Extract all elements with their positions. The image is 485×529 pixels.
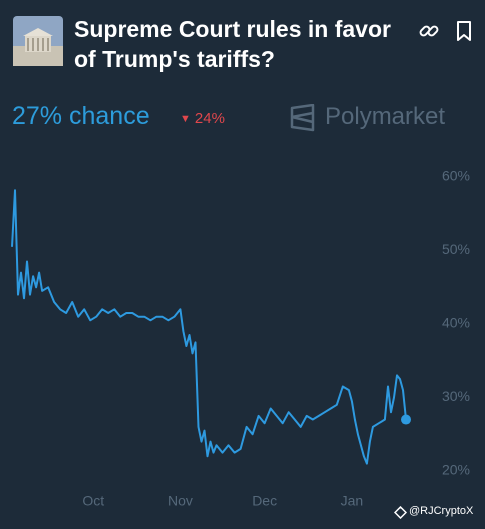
end-dot — [401, 414, 411, 425]
brand: Polymarket — [325, 103, 446, 130]
y-tick-label: 40% — [442, 315, 470, 331]
x-tick-label: Dec — [252, 493, 277, 509]
market-image — [13, 16, 63, 66]
line — [11, 189, 407, 465]
link-icon[interactable] — [418, 20, 440, 42]
title: Supreme Court rules in favor of Trump's … — [74, 16, 391, 72]
bookmark-icon[interactable] — [454, 20, 474, 42]
x-tick-label: Nov — [168, 493, 193, 509]
brand-logo — [290, 104, 315, 132]
chance: 27% chance — [12, 102, 150, 130]
x-tick-label: Oct — [82, 493, 104, 509]
watermark: @RJCryptoX — [409, 505, 474, 517]
y-tick-label: 60% — [442, 168, 470, 184]
watermark-icon — [394, 506, 407, 519]
y-tick-label: 20% — [442, 462, 470, 478]
y-tick-label: 30% — [442, 388, 470, 404]
y-tick-label: 50% — [442, 241, 470, 257]
x-tick-label: Jan — [341, 493, 364, 509]
change: 24% — [180, 110, 225, 127]
